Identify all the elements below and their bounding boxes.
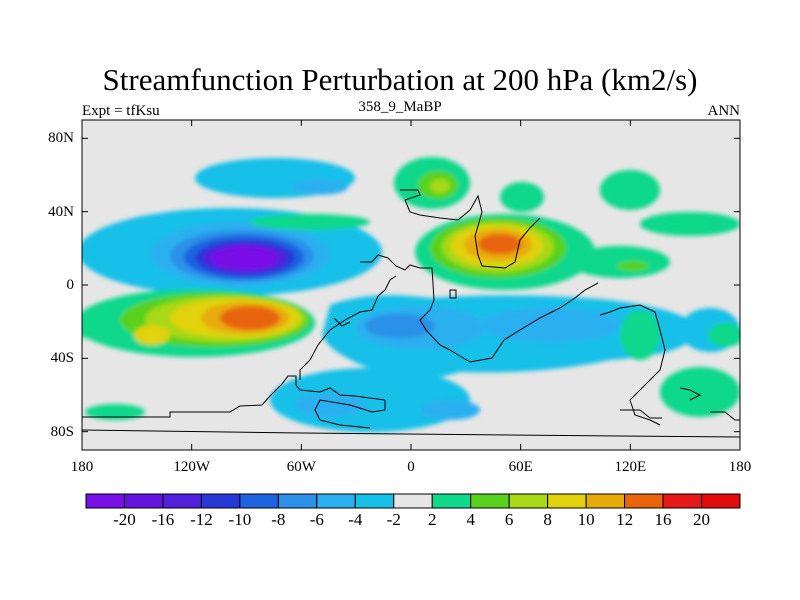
y-tick-label: 40N [48, 203, 74, 220]
colorbar [85, 493, 741, 509]
colorbar-swatch [239, 493, 279, 509]
colorbar-swatch [701, 493, 741, 509]
coastlines [82, 189, 740, 438]
x-tick-label: 180 [70, 459, 94, 475]
x-tick-label: 0 [407, 459, 415, 475]
contour-n-atlantic-neg4 [292, 179, 348, 195]
colorbar-label: 16 [654, 510, 672, 529]
colorbar-swatch [431, 493, 472, 509]
colorbar-label: 12 [616, 510, 634, 529]
colorbar-swatch [393, 493, 433, 509]
x-tick-label: 60W [286, 459, 316, 475]
colorbar-label: -10 [228, 510, 252, 529]
x-tick-label: 120W [173, 459, 210, 475]
colorbar-swatch [85, 493, 125, 509]
colorbar-swatch [662, 493, 703, 509]
colorbar-label: -6 [309, 510, 324, 529]
colorbar-swatch [162, 493, 202, 509]
eurasia-coast [400, 189, 541, 269]
colorbar-label: -20 [113, 510, 136, 529]
colorbar-swatch [200, 493, 241, 509]
colorbar-swatch [277, 493, 318, 509]
colorbar-swatch [585, 493, 626, 509]
contour-n-band-pos2 [250, 214, 370, 230]
x-tick-label: 120E [614, 459, 647, 475]
y-tick-label: 80N [48, 130, 74, 147]
y-tick-label: 0 [66, 277, 75, 293]
period-label: ANN [707, 103, 741, 119]
colorbar-label: 4 [466, 510, 475, 529]
antarctica-coast [82, 429, 740, 438]
x-tick-label: 60E [508, 459, 533, 475]
colorbar-label: -16 [151, 510, 175, 529]
colorbar-label: -2 [386, 510, 401, 529]
colorbar-label: -12 [190, 510, 213, 529]
colorbar-swatch [624, 493, 664, 509]
chart-title: Streamfunction Perturbation at 200 hPa (… [102, 62, 698, 97]
colorbar-label: 8 [543, 510, 552, 529]
colorbar-label: 10 [577, 510, 595, 529]
colorbar-label: 2 [427, 510, 437, 529]
experiment-label: Expt = tfKsu [82, 103, 160, 119]
contour-asia-pos12 [478, 234, 522, 254]
contour-indian-neg4 [480, 307, 620, 343]
contour-fields [82, 157, 740, 438]
colorbar-label: -8 [271, 510, 286, 529]
colorbar-swatch [547, 493, 587, 509]
africa-coast [360, 254, 451, 351]
contour-s-pacific-pos12 [220, 306, 280, 330]
x-tick-label: 180 [728, 459, 752, 475]
contour-europe-pos6 [430, 179, 450, 193]
colorbar-swatch [354, 493, 395, 509]
run-label: 358_9_MaBP [358, 99, 442, 115]
colorbar-swatch [470, 493, 510, 509]
americas-coast [299, 275, 397, 380]
contour-s-atlantic-neg6 [365, 314, 435, 338]
south-america-coast [82, 375, 386, 418]
y-tick-label: 80S [50, 423, 74, 440]
y-tick-label: 40S [50, 350, 74, 367]
colorbar-swatch [123, 493, 164, 509]
contour-se-pos2 [660, 367, 740, 417]
colorbar-label: -4 [348, 510, 363, 529]
contour-ne-pos2 [600, 170, 660, 210]
asia-coast [449, 282, 599, 363]
colorbar-swatch [316, 493, 356, 509]
colorbar-label: 6 [504, 510, 514, 529]
colorbar-swatch [508, 493, 549, 509]
australia-coast [599, 304, 666, 426]
colorbar-label: 20 [693, 510, 711, 529]
contour-n-pacific-neg16 [211, 246, 279, 270]
axis-ticks [81, 120, 741, 450]
